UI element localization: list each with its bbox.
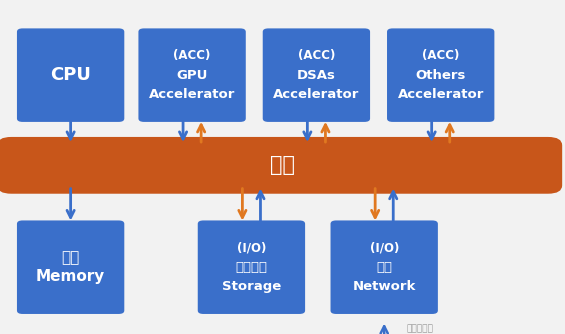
Text: Accelerator: Accelerator <box>149 88 235 101</box>
Text: Storage: Storage <box>222 280 281 293</box>
Text: GPU: GPU <box>176 69 208 81</box>
Text: (I/O): (I/O) <box>370 241 399 254</box>
Text: 内存: 内存 <box>62 250 80 265</box>
Text: (I/O): (I/O) <box>237 241 266 254</box>
Text: Memory: Memory <box>36 270 105 284</box>
FancyBboxPatch shape <box>263 28 370 122</box>
Text: CPU: CPU <box>50 66 91 84</box>
Text: 总线: 总线 <box>270 155 295 175</box>
Text: Accelerator: Accelerator <box>273 88 359 101</box>
FancyBboxPatch shape <box>387 28 494 122</box>
Text: (ACC): (ACC) <box>173 49 211 62</box>
FancyBboxPatch shape <box>198 220 305 314</box>
FancyBboxPatch shape <box>0 137 562 194</box>
Text: 网卡: 网卡 <box>376 261 392 274</box>
FancyBboxPatch shape <box>17 220 124 314</box>
FancyBboxPatch shape <box>17 28 124 122</box>
Text: (ACC): (ACC) <box>422 49 459 62</box>
Text: Accelerator: Accelerator <box>398 88 484 101</box>
Text: Network: Network <box>353 280 416 293</box>
FancyBboxPatch shape <box>138 28 246 122</box>
Text: 软硬件融合: 软硬件融合 <box>407 325 434 333</box>
FancyBboxPatch shape <box>331 220 438 314</box>
Text: (ACC): (ACC) <box>298 49 335 62</box>
Text: Others: Others <box>415 69 466 81</box>
Text: 外存设备: 外存设备 <box>236 261 267 274</box>
Text: DSAs: DSAs <box>297 69 336 81</box>
